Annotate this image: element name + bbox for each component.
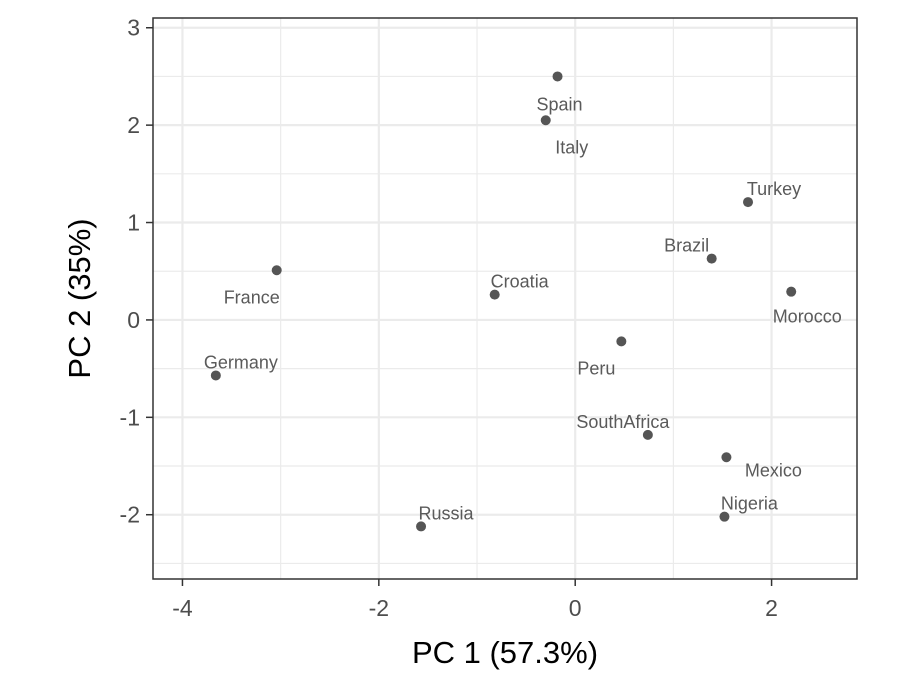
- x-axis-ticks: -4 -2 0 2: [172, 579, 778, 621]
- x-tick-label: -2: [369, 595, 389, 621]
- point-label-peru: Peru: [577, 358, 615, 378]
- point-label-france: France: [224, 287, 280, 307]
- point-label-brazil: Brazil: [664, 236, 709, 256]
- x-tick-label: 2: [765, 595, 778, 621]
- x-axis-title: PC 1 (57.3%): [412, 635, 598, 670]
- x-tick-label: -4: [172, 595, 193, 621]
- data-point-peru: [616, 336, 627, 347]
- major-gridlines: [153, 18, 857, 579]
- data-point-mexico: [721, 452, 732, 463]
- x-tick-label: 0: [569, 595, 582, 621]
- data-point-germany: [210, 370, 221, 381]
- point-label-germany: Germany: [204, 352, 278, 372]
- point-label-croatia: Croatia: [491, 272, 550, 292]
- point-label-southafrica: SouthAfrica: [576, 412, 670, 432]
- y-tick-label: 2: [127, 112, 140, 138]
- data-point-croatia: [489, 289, 500, 300]
- point-label-morocco: Morocco: [773, 307, 842, 327]
- data-points: [210, 71, 797, 532]
- data-point-italy: [540, 115, 551, 126]
- data-point-southafrica: [642, 429, 653, 440]
- y-axis-ticks: -2 -1 0 1 2 3: [120, 15, 153, 528]
- data-point-nigeria: [719, 511, 730, 522]
- minor-gridlines: [153, 18, 857, 579]
- y-tick-label: 0: [127, 307, 140, 333]
- y-tick-label: 3: [127, 15, 140, 41]
- data-point-morocco: [786, 286, 797, 297]
- point-label-russia: Russia: [419, 503, 475, 523]
- y-tick-label: -1: [120, 404, 140, 430]
- point-label-italy: Italy: [555, 137, 588, 157]
- data-point-russia: [416, 521, 427, 532]
- point-labels: Spain Italy Turkey Brazil France Croatia Moroc…: [204, 94, 842, 523]
- data-point-turkey: [743, 197, 754, 208]
- data-point-brazil: [706, 253, 717, 264]
- data-point-france: [271, 265, 282, 276]
- data-point-spain: [552, 71, 563, 82]
- point-label-mexico: Mexico: [745, 460, 802, 480]
- y-axis-title: PC 2 (35%): [62, 218, 97, 378]
- y-tick-label: -2: [120, 502, 140, 528]
- plot-panel: [153, 18, 857, 579]
- point-label-turkey: Turkey: [747, 179, 801, 199]
- y-tick-label: 1: [127, 210, 140, 236]
- plot-border: [152, 17, 858, 580]
- point-label-nigeria: Nigeria: [721, 494, 779, 514]
- point-label-spain: Spain: [537, 94, 583, 114]
